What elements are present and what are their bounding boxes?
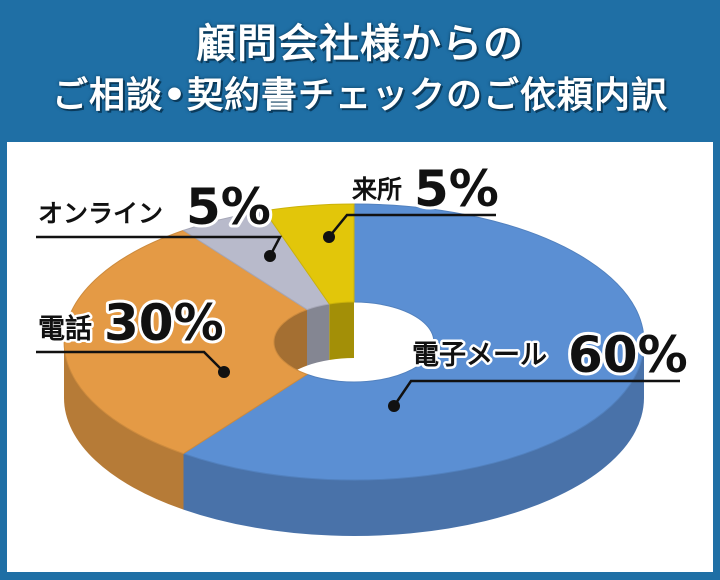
slice-1-top <box>63 229 309 455</box>
slice-2-label: オンライン <box>38 199 163 228</box>
header: 顧問会社様からの ご相談•契約書チェックのご依頼内訳 <box>0 0 720 140</box>
slice-2-leader-dot <box>264 250 276 262</box>
slice-2-inner-wall <box>307 304 330 366</box>
chart-title-line-1: 顧問会社様からの <box>196 21 524 67</box>
slice-1-leader-dot <box>218 366 230 378</box>
slice-0-outer-wall <box>183 342 644 536</box>
slice-3-leader-line <box>328 213 496 238</box>
slice-3-top <box>263 203 355 305</box>
slice-1-leader-line <box>36 350 225 373</box>
slice-0-value-label: 60% <box>568 326 688 384</box>
slice-1-outer-wall <box>64 342 184 510</box>
slice-0-top <box>182 203 645 481</box>
slice-0-leader-dot <box>388 400 400 412</box>
slice-0-label: 電子メール <box>412 340 547 371</box>
slice-1-label: 電話 <box>38 313 92 345</box>
slice-3-leader-dot <box>323 231 335 243</box>
slice-3-label: 来所 <box>352 175 402 204</box>
slice-2-value-label: 5% <box>186 178 271 236</box>
slice-3-value-label: 5% <box>414 160 499 218</box>
chart-title-line-2: ご相談•契約書チェックのご依頼内訳 <box>51 75 668 116</box>
slice-2-leader-line <box>36 235 283 257</box>
slice-0-leader-line <box>392 379 680 407</box>
slice-1-value-label: 30% <box>104 294 224 352</box>
slice-3-inner-wall <box>329 302 354 360</box>
